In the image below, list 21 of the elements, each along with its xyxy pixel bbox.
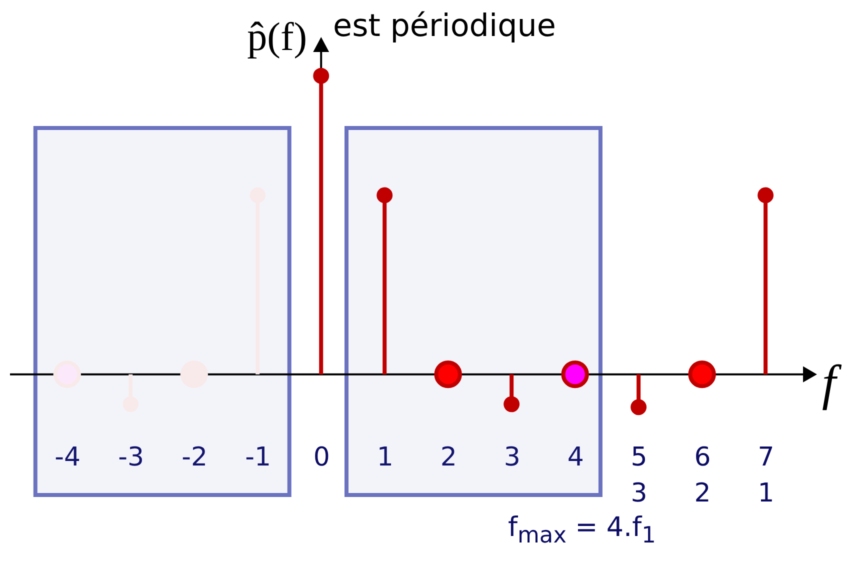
- x-tick-label: 5 3: [630, 442, 648, 508]
- x-tick-label: 4: [567, 442, 584, 472]
- point: [758, 187, 774, 204]
- point: [376, 187, 393, 204]
- x-tick-label: 1: [376, 442, 394, 472]
- text: est périodique: [333, 8, 556, 44]
- x-tick-label: 6 2: [694, 442, 711, 508]
- x-tick-label: -1: [245, 442, 272, 472]
- x-axis-title: f: [822, 354, 842, 410]
- point: [504, 396, 520, 412]
- x-tick-label: 0: [313, 442, 330, 472]
- x-tick-label: -2: [182, 442, 208, 472]
- text: f$_{max}$ = 4.f$_{1}$: [508, 512, 656, 548]
- x-tick-label: -4: [54, 442, 81, 472]
- x-tick-label: 2: [440, 442, 457, 472]
- y-axis-title: p̂(f): [247, 14, 308, 59]
- x-tick-label: 3: [504, 442, 520, 472]
- x-tick-label: -3: [118, 442, 144, 472]
- x-tick-label: 7 1: [758, 442, 774, 508]
- point: [313, 68, 330, 84]
- point: [630, 399, 647, 416]
